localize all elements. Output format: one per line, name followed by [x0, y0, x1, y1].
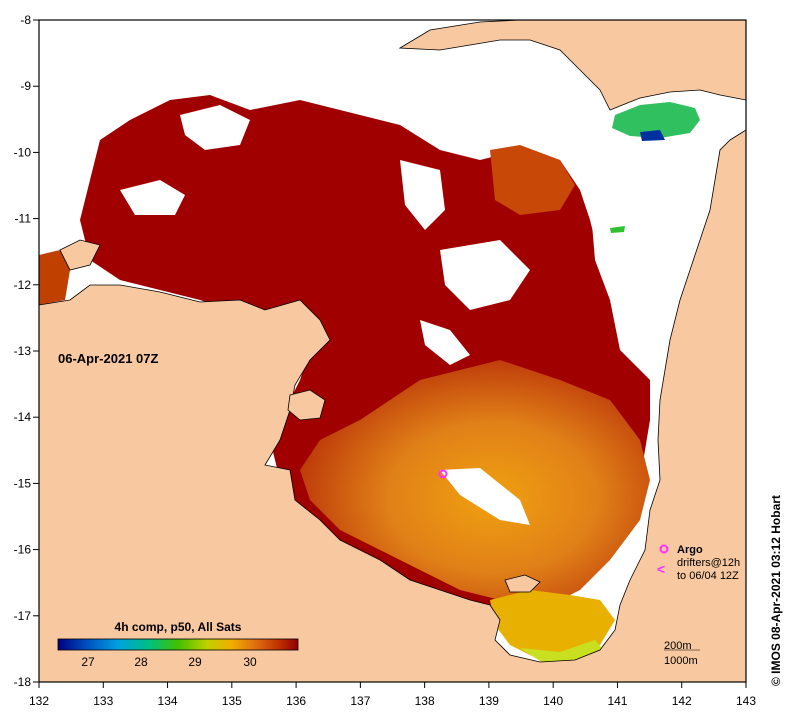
lat-tick-label: -12	[14, 278, 32, 292]
cloud-gap-3	[400, 160, 445, 230]
colorbar	[57, 638, 299, 651]
argo-legend-icon	[659, 544, 669, 554]
map-timestamp: 06-Apr-2021 07Z	[58, 351, 158, 366]
depth-1000-label: 1000m	[664, 655, 698, 667]
lat-tick-label: -14	[14, 410, 32, 424]
lat-tick-label: -15	[14, 476, 32, 490]
lat-tick-label: -16	[14, 543, 32, 557]
cloud-gap-1	[180, 105, 250, 150]
cloud-gap-4	[440, 240, 530, 310]
land-new-guinea	[398, 20, 746, 111]
lat-tick-label: -13	[14, 344, 32, 358]
lon-tick-label: 143	[736, 694, 756, 708]
land-tiwi-islands	[59, 239, 101, 271]
lat-tick-label: -18	[14, 675, 32, 689]
colorbar-title: 4h comp, p50, All Sats	[115, 620, 242, 634]
lon-tick-label: 134	[158, 694, 178, 708]
cloud-gap-2	[120, 180, 185, 215]
drifters-legend-line2: to 06/04 12Z	[677, 570, 739, 582]
land-groote-eylandt	[287, 389, 326, 421]
lon-tick-label: 142	[672, 694, 692, 708]
drifters-legend-line1: drifters@12h	[677, 557, 740, 569]
lon-tick-label: 138	[415, 694, 435, 708]
sst-green-speck	[610, 226, 625, 233]
lon-tick-label: 140	[543, 694, 563, 708]
lat-tick-label: -10	[14, 145, 32, 159]
sst-west-patch	[39, 250, 70, 305]
lat-tick-label: -8	[20, 13, 31, 27]
sst-cool-patch	[612, 102, 700, 138]
lat-tick-label: -9	[20, 79, 31, 93]
lon-tick-label: 133	[93, 694, 113, 708]
lon-tick-label: 141	[607, 694, 627, 708]
drifters-legend-icon: <	[657, 561, 665, 577]
sst-cold-spot	[640, 130, 665, 141]
colorbar-tick-label: 29	[188, 655, 202, 669]
sst-north-patch	[490, 145, 575, 215]
cloud-gap-5	[440, 468, 530, 525]
argo-legend-label: Argo	[677, 544, 703, 556]
cloud-gap-6	[420, 320, 470, 365]
colorbar-tick-label: 27	[81, 655, 95, 669]
argo-float-marker[interactable]	[438, 469, 448, 479]
lat-tick-label: -17	[14, 609, 32, 623]
lon-tick-label: 137	[350, 694, 370, 708]
lat-tick-label: -11	[15, 212, 32, 226]
lon-tick-label: 136	[286, 694, 306, 708]
latitude-axis: -8 -9 -10 -11 -12 -13 -14 -15 -16 -17 -18	[14, 13, 39, 689]
credit-label: © IMOS 08-Apr-2021 03:12 Hobart	[769, 495, 783, 686]
colorbar-ticks: 27 28 29 30	[81, 655, 257, 669]
sst-south-fringe	[490, 590, 615, 660]
longitude-axis: 132 133 134 135 136 137 138 139 140 141 142 143	[29, 682, 756, 708]
land-australia	[39, 129, 746, 682]
lon-tick-label: 132	[29, 694, 49, 708]
colorbar-tick-label: 28	[134, 655, 148, 669]
lon-tick-label: 139	[479, 694, 499, 708]
lon-tick-label: 135	[222, 694, 242, 708]
land-mornington-island	[504, 574, 541, 593]
depth-200-label: 200m	[664, 640, 692, 652]
colorbar-tick-label: 30	[243, 655, 257, 669]
